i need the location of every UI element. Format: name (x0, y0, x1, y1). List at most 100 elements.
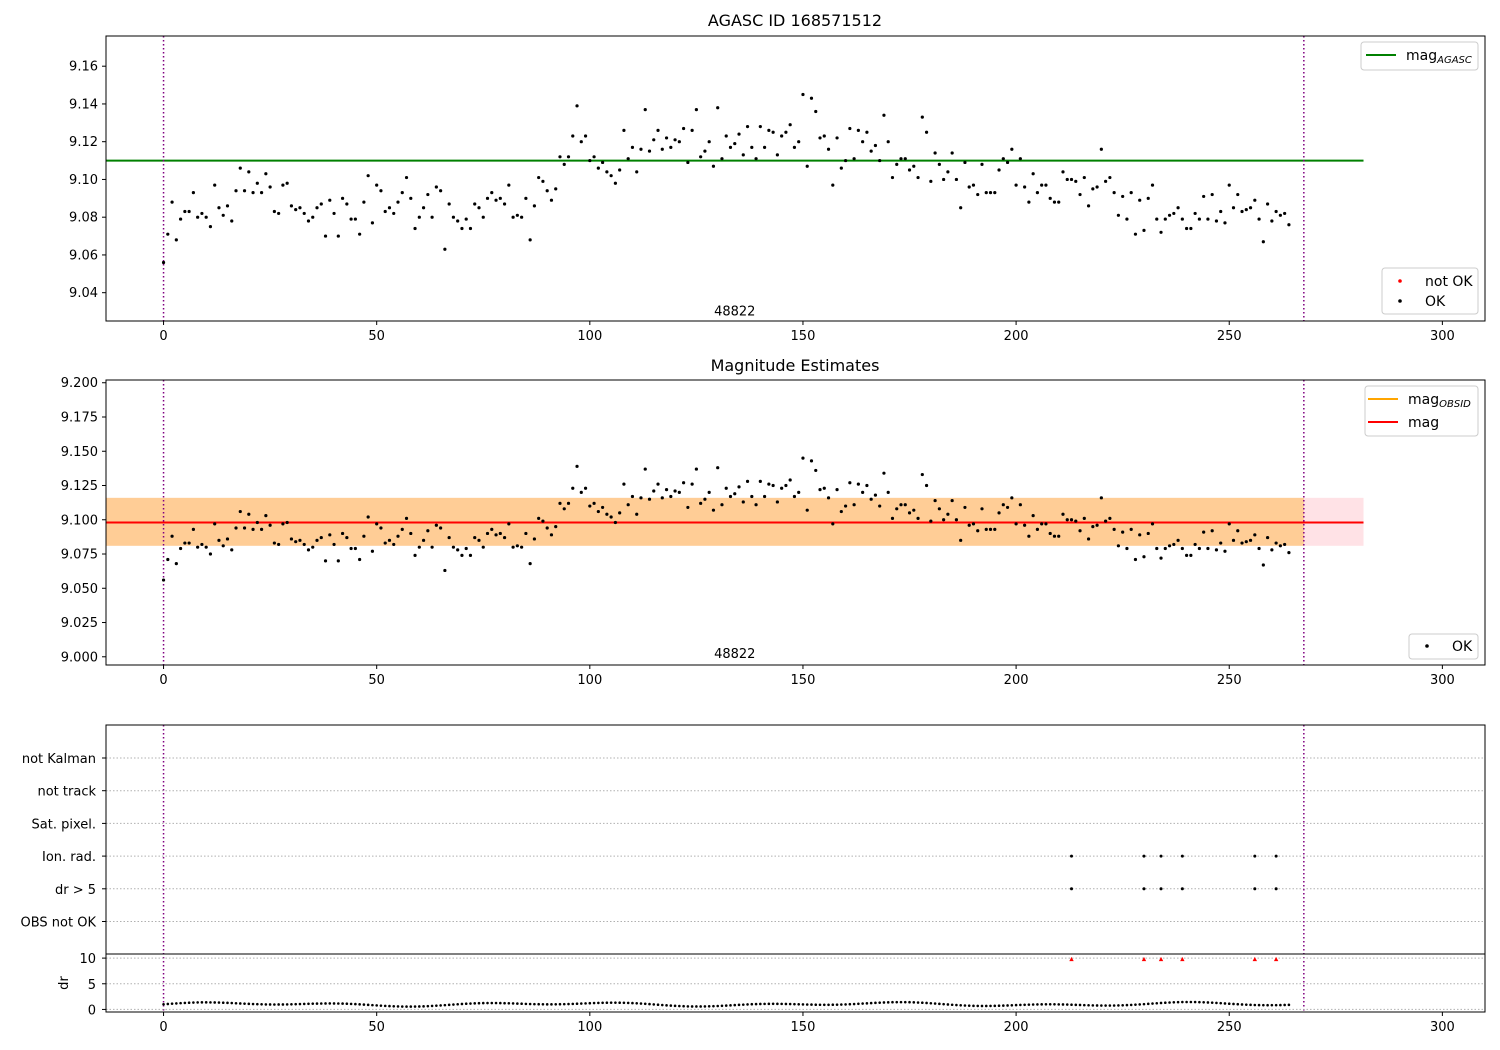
data-point (524, 531, 528, 536)
dr-point (925, 1001, 928, 1005)
data-point (942, 177, 946, 182)
x-tick-label: 200 (1004, 329, 1029, 344)
data-point (251, 191, 255, 195)
data-point (221, 213, 225, 217)
data-point (375, 522, 379, 526)
data-point (294, 540, 298, 544)
data-point (660, 496, 664, 500)
data-point (575, 104, 579, 108)
dr-point (1002, 1004, 1005, 1007)
data-point (724, 486, 728, 490)
x-tick-label: 250 (1217, 329, 1242, 344)
legend-label: magAGASC (1406, 48, 1472, 66)
data-point (1099, 147, 1103, 151)
dr-axis-label: dr (57, 976, 72, 990)
data-point (204, 215, 208, 219)
dr-point (204, 1001, 208, 1004)
axes-frame (105, 953, 1486, 1013)
dr-point (1100, 1004, 1103, 1007)
data-point (426, 192, 430, 197)
dr-point (720, 1004, 724, 1008)
dr-point (916, 1001, 920, 1004)
data-point (1057, 200, 1061, 204)
data-point (775, 500, 779, 504)
dr-point (1274, 1003, 1278, 1007)
data-point (1010, 496, 1014, 500)
dr-point (422, 1005, 425, 1008)
data-point (1129, 191, 1133, 195)
data-point (537, 175, 541, 180)
dr-point (814, 1003, 818, 1006)
data-point (805, 164, 809, 168)
data-point (524, 196, 528, 200)
dr-point (1138, 1003, 1142, 1006)
data-point (392, 542, 396, 547)
dr-point (571, 1002, 575, 1006)
data-point (537, 516, 541, 520)
dr-point (750, 1002, 754, 1006)
dr-point (354, 1002, 357, 1006)
data-point (976, 192, 980, 197)
data-point (1082, 516, 1086, 520)
data-point (861, 490, 865, 494)
data-point (971, 522, 976, 526)
data-point (1197, 217, 1201, 221)
data-point (259, 191, 264, 195)
data-point (247, 512, 251, 516)
dr-point (1104, 1004, 1107, 1007)
data-point (315, 538, 319, 542)
data-point (835, 488, 839, 492)
data-point (852, 503, 856, 507)
data-point (298, 538, 302, 542)
dr-point (388, 1004, 391, 1008)
data-point (933, 151, 937, 155)
dr-point (903, 1000, 907, 1004)
dr-point (682, 1004, 685, 1008)
data-point (1116, 213, 1121, 217)
data-point (822, 134, 826, 138)
data-point (1146, 531, 1150, 536)
data-point (775, 153, 779, 157)
flag-point (1180, 854, 1184, 858)
data-point (238, 166, 242, 170)
data-point (890, 516, 895, 520)
data-point (285, 520, 289, 525)
data-point (1253, 198, 1257, 202)
dr-point (933, 1002, 937, 1005)
data-point (916, 516, 920, 520)
data-point (635, 170, 639, 174)
data-point (366, 515, 370, 519)
dr-point (213, 1001, 217, 1004)
data-point (967, 185, 971, 189)
flag-point (1159, 854, 1163, 858)
dr-point (673, 1004, 677, 1008)
dr-point (886, 1001, 890, 1004)
flag-point (1142, 854, 1146, 858)
dr-point (878, 1001, 881, 1004)
data-point (963, 160, 967, 165)
dr-point (1083, 1003, 1086, 1007)
data-point (477, 538, 481, 542)
data-point (1214, 548, 1219, 552)
data-point (1018, 503, 1022, 507)
data-point (417, 215, 421, 219)
dr-point (669, 1004, 673, 1007)
x-tick-label: 250 (1217, 1020, 1242, 1035)
data-point (954, 518, 959, 522)
data-point (912, 164, 916, 168)
data-point (251, 527, 255, 531)
y-tick-label: 9.04 (69, 286, 98, 301)
dr-point (652, 1003, 656, 1006)
data-point (187, 209, 191, 214)
dr-point (822, 1003, 826, 1007)
data-point (349, 546, 353, 551)
dr-point (294, 1002, 297, 1006)
dr-point (882, 1001, 886, 1004)
legend-points (1408, 633, 1479, 660)
dr-point (1065, 1003, 1069, 1006)
data-point (626, 503, 630, 507)
data-point (988, 527, 993, 531)
data-point (733, 492, 737, 496)
data-point (1023, 185, 1027, 189)
dr-point (997, 1004, 1001, 1008)
